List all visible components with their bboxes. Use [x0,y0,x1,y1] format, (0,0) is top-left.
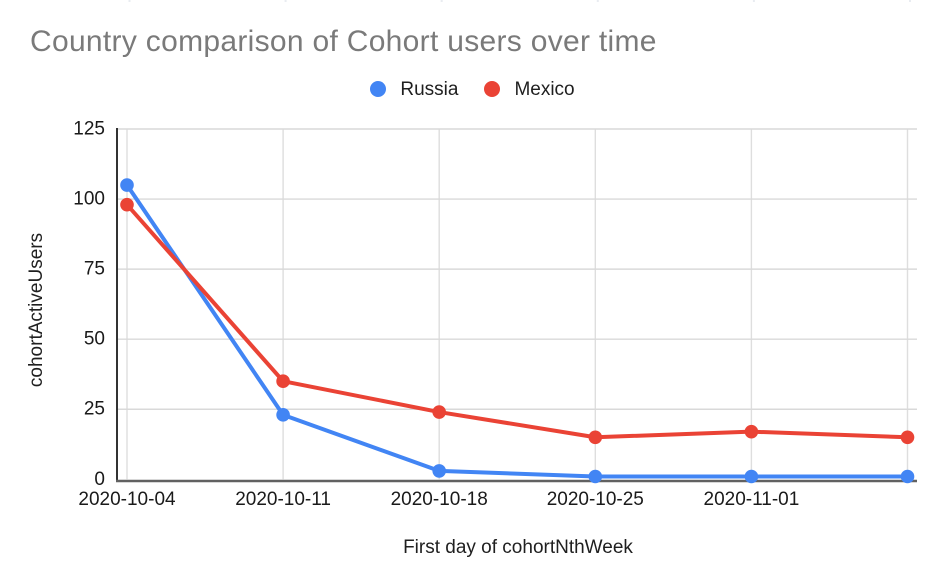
legend: Russia Mexico [0,79,945,99]
data-point-russia [120,178,134,192]
data-point-russia [276,408,290,422]
x-tick-label: 2020-11-01 [704,489,800,510]
y-tick-label: 75 [84,259,105,280]
plot-graphics: 0 25 50 75 100 125 2020-10-04 2020-10-11 2020-10… [73,0,917,510]
legend-label: Mexico [514,78,575,100]
crop-artifact-tick [752,0,755,2]
data-point-russia [432,464,447,478]
data-point-russia [588,469,603,484]
y-tick-label: 125 [73,119,105,140]
data-point-mexico [900,430,915,445]
data-point-mexico [588,430,603,445]
data-point-russia [900,469,915,484]
series-line-mexico [125,202,910,440]
legend-label: Russia [400,78,459,100]
data-point-mexico [432,405,447,419]
crop-artifact-tick [596,0,599,2]
y-tick-label: 100 [73,189,105,210]
data-point-mexico [120,197,134,212]
x-axis-title: First day of cohortNthWeek [403,537,633,558]
data-point-mexico [744,424,759,439]
legend-item-mexico: Mexico [484,78,575,100]
x-tick-label: 2020-10-04 [78,489,176,510]
legend-dot-russia [370,81,387,97]
crop-artifact-tick [909,0,911,2]
data-point-russia [744,469,759,484]
x-tick-label: 2020-10-11 [235,489,331,510]
legend-item-russia: Russia [370,80,458,99]
y-tick-label: 0 [94,469,105,490]
x-tick-label: 2020-10-25 [547,489,644,510]
crop-artifact-tick [128,0,131,2]
crop-artifact-tick [440,0,443,2]
data-point-mexico [276,374,290,389]
crop-artifact-tick [284,0,287,2]
y-axis-title: cohortActiveUsers [26,233,47,387]
legend-dot-mexico [484,81,501,97]
y-tick-label: 50 [84,329,105,350]
x-tick-label: 2020-10-18 [391,489,488,510]
chart-title: Country comparison of Cohort users over … [30,25,657,58]
y-tick-label: 25 [84,399,105,420]
series-line-russia [125,183,910,479]
